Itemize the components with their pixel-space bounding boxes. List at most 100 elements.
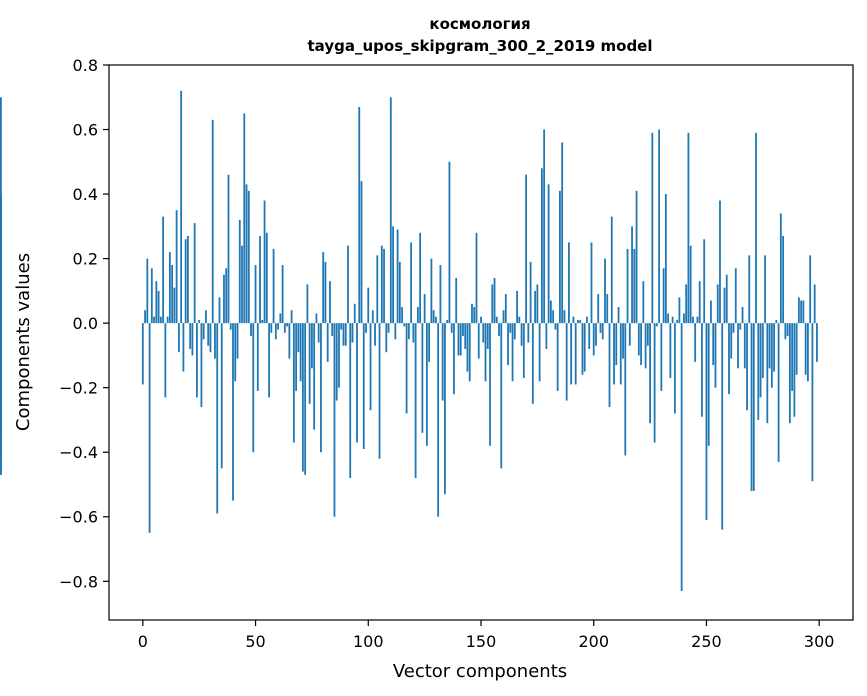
bar-330 xyxy=(0,323,2,385)
bar-4 xyxy=(150,268,153,324)
bar-66 xyxy=(290,310,293,324)
bar-192 xyxy=(574,323,577,385)
bar-47 xyxy=(247,190,250,324)
bar-95 xyxy=(356,323,358,443)
bar-324 xyxy=(0,206,2,324)
bar-148 xyxy=(475,232,478,324)
bar-216 xyxy=(628,323,631,346)
bar-265 xyxy=(739,323,742,330)
bar-40 xyxy=(232,323,234,501)
bar-261 xyxy=(730,323,733,359)
bar-234 xyxy=(669,323,672,378)
bar-116 xyxy=(403,323,406,327)
bar-199 xyxy=(590,242,593,324)
bar-268 xyxy=(746,323,748,411)
bar-25 xyxy=(198,319,201,324)
bar-118 xyxy=(407,323,410,340)
bar-246 xyxy=(696,316,699,324)
bar-20 xyxy=(187,236,189,324)
bar-117 xyxy=(405,323,408,414)
bar-185 xyxy=(559,190,561,324)
bar-126 xyxy=(425,323,428,446)
bar-92 xyxy=(349,323,352,479)
bar-245 xyxy=(694,323,697,362)
bar-237 xyxy=(676,319,679,324)
bar-26 xyxy=(200,323,203,408)
y-tick-label-0: −0.8 xyxy=(59,572,98,591)
bar-145 xyxy=(468,323,471,382)
bar-173 xyxy=(531,323,534,404)
bar-221 xyxy=(640,323,642,366)
bar-96 xyxy=(358,106,361,324)
bar-205 xyxy=(604,258,606,324)
x-axis-ticks: 0 50 100 150 200 250 300 xyxy=(138,620,835,651)
bar-151 xyxy=(482,323,485,343)
bar-113 xyxy=(396,229,399,324)
bar-128 xyxy=(430,258,433,324)
bar-175 xyxy=(536,284,539,324)
bar-112 xyxy=(394,323,397,340)
bar-256 xyxy=(719,200,721,324)
bar-52 xyxy=(259,236,261,324)
bar-98 xyxy=(362,323,365,449)
bar-88 xyxy=(340,323,343,330)
bar-45 xyxy=(243,113,246,324)
bar-11 xyxy=(166,316,169,324)
bar-82 xyxy=(326,323,329,362)
bar-190 xyxy=(570,323,573,385)
bar-2 xyxy=(146,258,149,324)
bar-89 xyxy=(342,323,345,346)
bar-162 xyxy=(507,323,509,366)
plot-frame xyxy=(108,64,854,621)
bar-225 xyxy=(649,323,651,424)
bar-213 xyxy=(622,323,624,359)
bar-232 xyxy=(664,194,667,324)
bar-191 xyxy=(572,316,575,324)
bar-132 xyxy=(439,265,442,324)
bar-200 xyxy=(592,323,595,356)
bar-203 xyxy=(599,323,602,333)
bar-22 xyxy=(191,323,194,356)
x-tick-label-150: 150 xyxy=(466,632,497,651)
bar-289 xyxy=(793,323,796,417)
bar-81 xyxy=(324,261,327,324)
bar-195 xyxy=(581,323,584,375)
bar-37 xyxy=(225,268,228,324)
bar-86 xyxy=(335,323,338,401)
bar-260 xyxy=(728,323,730,395)
bar-291 xyxy=(797,297,800,324)
bar-91 xyxy=(347,245,349,324)
bar-44 xyxy=(241,245,243,324)
chart-subtitle: tayga_upos_skipgram_300_2_2019 model xyxy=(308,37,653,55)
bar-180 xyxy=(547,184,550,324)
bar-106 xyxy=(380,245,383,324)
bar-211 xyxy=(617,307,620,324)
bar-60 xyxy=(277,323,279,330)
bar-280 xyxy=(773,323,775,372)
bar-269 xyxy=(748,255,751,324)
bar-274 xyxy=(759,323,762,398)
bar-170 xyxy=(525,174,527,324)
bar-226 xyxy=(651,132,654,324)
bar-266 xyxy=(741,307,744,324)
bar-231 xyxy=(662,268,665,324)
bar-290 xyxy=(795,323,798,375)
bars-group xyxy=(0,90,818,591)
bar-136 xyxy=(448,161,451,324)
bar-155 xyxy=(491,284,494,324)
bar-255 xyxy=(716,284,719,324)
bar-139 xyxy=(455,277,458,324)
bar-134 xyxy=(444,323,446,495)
bar-172 xyxy=(529,261,532,324)
bar-183 xyxy=(554,323,557,330)
bar-74 xyxy=(308,323,311,404)
bar-24 xyxy=(196,323,198,398)
bar-238 xyxy=(678,297,681,324)
bar-61 xyxy=(279,313,282,324)
x-tick-label-300: 300 xyxy=(804,632,835,651)
bar-125 xyxy=(423,294,426,324)
bar-236 xyxy=(673,323,676,414)
y-tick-label-6: 0.4 xyxy=(73,185,98,204)
bar-160 xyxy=(502,310,505,324)
